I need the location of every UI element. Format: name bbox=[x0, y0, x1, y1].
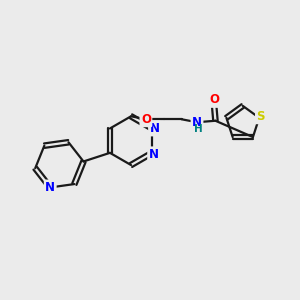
Text: H: H bbox=[194, 124, 203, 134]
Text: S: S bbox=[256, 110, 265, 123]
Text: N: N bbox=[192, 116, 202, 129]
Text: N: N bbox=[45, 181, 55, 194]
Text: N: N bbox=[149, 122, 160, 135]
Text: O: O bbox=[209, 93, 219, 106]
Text: N: N bbox=[148, 148, 159, 161]
Text: O: O bbox=[141, 113, 151, 126]
